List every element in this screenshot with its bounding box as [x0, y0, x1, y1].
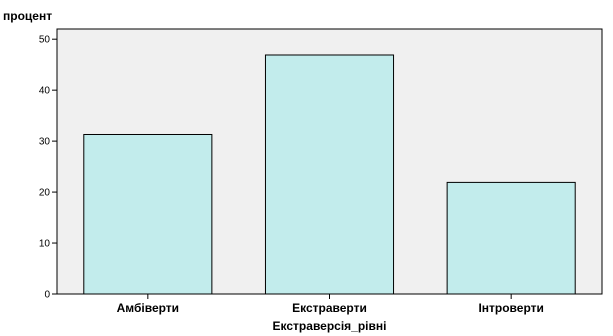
x-tick-label-0: Амбіверти [117, 301, 179, 315]
y-tick-label-3: 30 [39, 137, 51, 148]
x-axis-title: Екстраверсія_рівні [273, 319, 387, 333]
x-tick-label-2: Інтроверти [478, 301, 543, 315]
x-tick-label-1: Екстраверти [292, 301, 367, 315]
y-tick-label-5: 50 [39, 35, 51, 46]
bar-0 [83, 133, 213, 295]
y-tick-label-4: 40 [39, 86, 51, 97]
y-tick-label-0: 0 [44, 290, 50, 301]
y-tick-label-1: 10 [39, 239, 51, 250]
bar-2 [446, 181, 576, 295]
bar-1 [264, 54, 395, 295]
y-axis: 0 10 20 30 40 50 [39, 35, 57, 301]
y-axis-title: процент [3, 9, 52, 23]
x-axis: Амбіверти Екстраверти Інтроверти [117, 294, 544, 315]
y-tick-label-2: 20 [39, 188, 51, 199]
bars [83, 54, 576, 295]
